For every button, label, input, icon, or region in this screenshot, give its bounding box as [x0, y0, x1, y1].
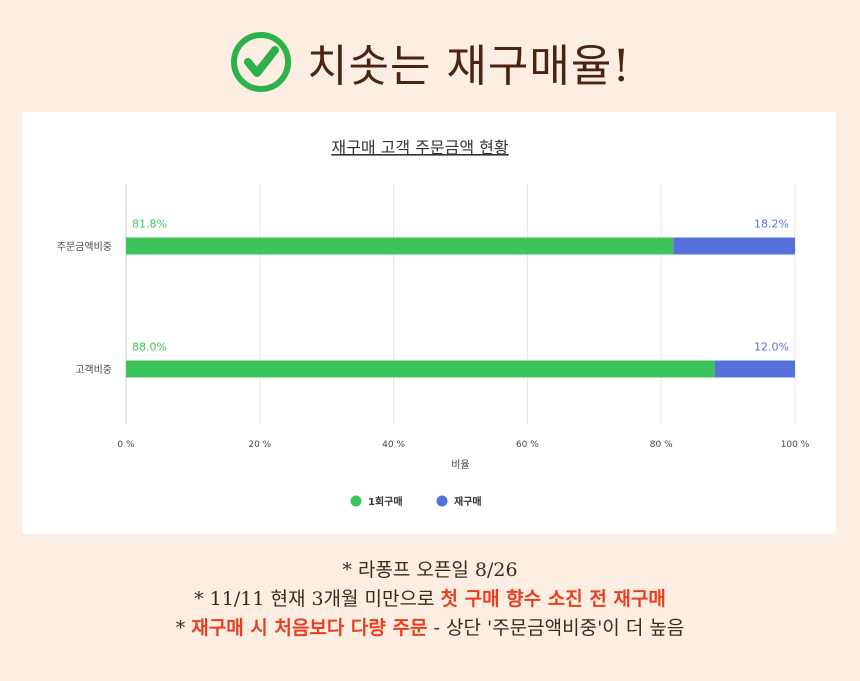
x-tick-label: 80 %	[650, 440, 673, 450]
category-label: 고객비중	[75, 364, 112, 376]
x-tick-label: 0 %	[117, 440, 135, 450]
note-line-1: * 라퐁프 오픈일 8/26	[0, 556, 860, 585]
stacked-bar-chart: 재구매 고객 주문금액 현황 0 % 20 % 40 % 60 % 80 % 100 % 비…	[57, 138, 810, 508]
data-label: 81.8%	[132, 218, 167, 231]
note-line-2: * 11/11 현재 3개월 미만으로 첫 구매 향수 소진 전 재구매	[0, 585, 860, 614]
note-line-3: * 재구매 시 처음보다 다량 주문 - 상단 '주문금액비중'이 더 높음	[0, 614, 860, 643]
headline: 치솟는 재구매율!	[0, 22, 860, 102]
note-line-2-prefix: * 11/11 현재 3개월 미만으로	[194, 588, 441, 610]
headline-text: 치솟는 재구매율!	[306, 41, 632, 92]
legend: 1회구매 재구매	[350, 495, 482, 508]
bar-first-purchase	[126, 237, 674, 255]
legend-label: 재구매	[454, 495, 482, 508]
note-open-date: * 라퐁프 오픈일 8/26	[342, 559, 518, 581]
chart-title: 재구매 고객 주문금액 현황	[331, 138, 508, 157]
category-label: 주문금액비중	[57, 241, 112, 253]
notes: * 라퐁프 오픈일 8/26 * 11/11 현재 3개월 미만으로 첫 구매 …	[0, 556, 860, 643]
data-label: 18.2%	[754, 218, 789, 231]
bar-repurchase	[673, 237, 795, 255]
note-line-2-highlight: 첫 구매 향수 소진 전 재구매	[440, 588, 666, 610]
data-label: 88.0%	[132, 341, 167, 354]
legend-marker	[350, 495, 362, 507]
x-tick-label: 40 %	[382, 440, 405, 450]
x-tick-label: 60 %	[516, 440, 539, 450]
bar-repurchase	[714, 360, 795, 378]
data-label: 12.0%	[754, 341, 789, 354]
note-line-3-highlight: 재구매 시 처음보다 다량 주문	[191, 617, 428, 639]
note-line-3-suffix: - 상단 '주문금액비중'이 더 높음	[427, 617, 685, 639]
x-axis-title: 비율	[451, 459, 469, 471]
check-circle-icon	[230, 32, 291, 92]
legend-marker	[436, 495, 448, 507]
x-tick-label: 100 %	[781, 440, 810, 450]
bar-first-purchase	[126, 360, 715, 378]
grid-lines	[125, 184, 796, 424]
x-tick-label: 20 %	[248, 440, 271, 450]
legend-label: 1회구매	[368, 495, 403, 508]
chart-card: 재구매 고객 주문금액 현황 0 % 20 % 40 % 60 % 80 % 100 % 비…	[22, 112, 836, 534]
bars	[126, 237, 795, 378]
note-line-3-star: *	[175, 617, 192, 639]
